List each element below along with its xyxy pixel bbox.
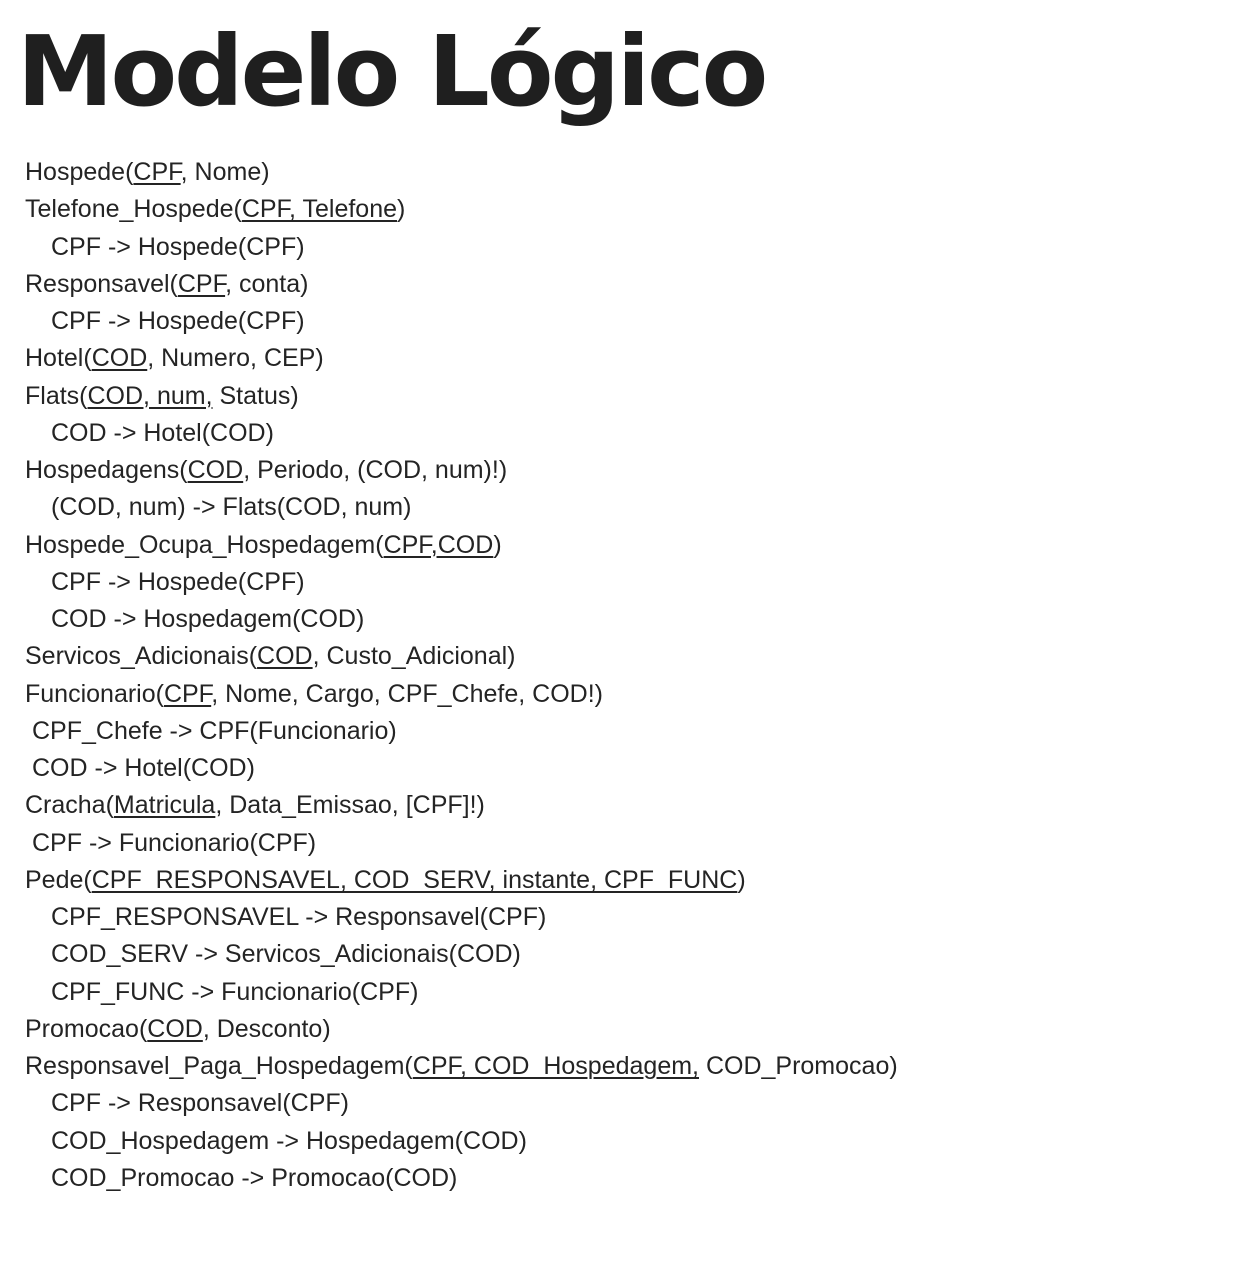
line-text: Promocao( [25,1014,148,1043]
line-text: COD -> Hospedagem(COD) [51,605,365,633]
relation-responsavel-paga-hospedagem: Responsavel_Paga_Hospedagem(CPF, COD_Hos… [25,1048,1215,1085]
line-text: Hospedagens( [25,456,188,484]
line-text: Cracha( [25,791,114,820]
line-text: , Nome, Cargo, CPF_Chefe, COD!) [211,679,603,708]
line-text: CPF_FUNC -> Funcionario(CPF) [51,977,419,1006]
line-text: Pede( [25,865,92,894]
foreign-key: CPF_FUNC -> Funcionario(CPF) [25,974,1215,1011]
relation-hospede-ocupa-hospedagem: Hospede_Ocupa_Hospedagem(CPF,COD) [25,527,1215,564]
line-text: ) [493,530,502,559]
primary-key-text: CPF [133,158,181,186]
line-text: CPF -> Hospede(CPF) [51,232,305,261]
foreign-key: COD_Hospedagem -> Hospedagem(COD) [25,1123,1215,1160]
foreign-key: (COD, num) -> Flats(COD, num) [25,489,1215,526]
relation-hospedagens: Hospedagens(COD, Periodo, (COD, num)!) [25,452,1215,489]
foreign-key: CPF -> Hospede(CPF) [25,229,1215,266]
line-text: , conta) [225,269,309,298]
line-text: Status) [212,381,299,410]
relation-responsavel: Responsavel(CPF, conta) [25,266,1215,303]
relation-funcionario: Funcionario(CPF, Nome, Cargo, CPF_Chefe,… [25,676,1215,713]
line-text: Hospede_Ocupa_Hospedagem( [25,530,384,559]
primary-key-text: COD [91,344,148,373]
primary-key-text: CPF_RESPONSAVEL, COD_SERV, instante, CPF… [91,865,738,894]
line-text: Responsavel( [25,269,178,298]
line-text: COD_Promocao) [699,1052,898,1080]
relation-cracha: Cracha(Matricula, Data_Emissao, [CPF]!) [25,787,1215,824]
line-text: CPF_Chefe -> CPF(Funcionario) [32,716,397,745]
logical-model-list: Hospede(CPF, Nome) Telefone_Hospede(CPF, … [25,154,1215,1197]
foreign-key: COD_SERV -> Servicos_Adicionais(COD) [25,936,1215,973]
primary-key-text: CPF [163,679,212,708]
foreign-key: CPF -> Responsavel(CPF) [25,1085,1215,1122]
line-text: (COD, num) -> Flats(COD, num) [51,493,412,522]
primary-key-text: CPF,COD [383,530,494,559]
foreign-key: COD -> Hotel(COD) [25,415,1215,452]
foreign-key: CPF -> Funcionario(CPF) [25,825,1215,862]
line-text: COD -> Hotel(COD) [51,418,274,447]
line-text: , Data_Emissao, [CPF]!) [215,791,485,820]
line-text: Flats( [25,381,88,410]
primary-key-text: COD, num, [87,381,213,410]
line-text: , Periodo, (COD, num)!) [243,456,508,484]
line-text: ) [397,195,406,224]
line-text: COD_Hospedagem -> Hospedagem(COD) [51,1126,527,1155]
primary-key-text: COD [187,456,244,484]
foreign-key: COD -> Hotel(COD) [25,750,1215,787]
line-text: CPF -> Responsavel(CPF) [51,1089,349,1118]
foreign-key: CPF_Chefe -> CPF(Funcionario) [25,713,1215,750]
relation-servicos-adicionais: Servicos_Adicionais(COD, Custo_Adicional… [25,638,1215,675]
relation-promocao: Promocao(COD, Desconto) [25,1011,1215,1048]
primary-key-text: CPF, COD_Hospedagem, [412,1052,699,1080]
line-text: , Nome) [180,158,270,186]
relation-hospede: Hospede(CPF, Nome) [25,154,1215,191]
line-text: ) [737,865,746,894]
primary-key-text: Matricula [113,791,216,820]
line-text: COD -> Hotel(COD) [32,754,255,782]
relation-flats: Flats(COD, num, Status) [25,378,1215,415]
line-text: COD_Promocao -> Promocao(COD) [51,1163,458,1192]
primary-key-text: COD [257,642,313,671]
line-text: CPF -> Hospede(CPF) [51,567,305,596]
relation-telefone-hospede: Telefone_Hospede(CPF, Telefone) [25,191,1215,228]
foreign-key: COD_Promocao -> Promocao(COD) [25,1160,1215,1197]
line-text: , Custo_Adicional) [312,642,516,671]
foreign-key: CPF -> Hospede(CPF) [25,564,1215,601]
primary-key-text: COD [147,1014,203,1043]
line-text: Servicos_Adicionais( [25,642,258,671]
foreign-key: COD -> Hospedagem(COD) [25,601,1215,638]
line-text: , Desconto) [202,1014,331,1043]
page-title: Modelo Lógico [17,15,768,128]
line-text: , Numero, CEP) [147,344,324,373]
line-text: Hotel( [25,344,92,373]
foreign-key: CPF_RESPONSAVEL -> Responsavel(CPF) [25,899,1215,936]
line-text: Hospede( [25,158,134,186]
primary-key-text: CPF, Telefone [241,195,398,224]
primary-key-text: CPF [177,269,226,298]
line-text: Telefone_Hospede( [25,195,242,224]
line-text: Responsavel_Paga_Hospedagem( [25,1052,413,1080]
foreign-key: CPF -> Hospede(CPF) [25,303,1215,340]
relation-hotel: Hotel(COD, Numero, CEP) [25,340,1215,377]
line-text: CPF -> Hospede(CPF) [51,307,305,335]
relation-pede: Pede(CPF_RESPONSAVEL, COD_SERV, instante… [25,862,1215,899]
line-text: CPF -> Funcionario(CPF) [32,828,317,857]
line-text: CPF_RESPONSAVEL -> Responsavel(CPF) [51,903,547,931]
line-text: Funcionario( [25,679,164,708]
line-text: COD_SERV -> Servicos_Adicionais(COD) [51,940,521,969]
